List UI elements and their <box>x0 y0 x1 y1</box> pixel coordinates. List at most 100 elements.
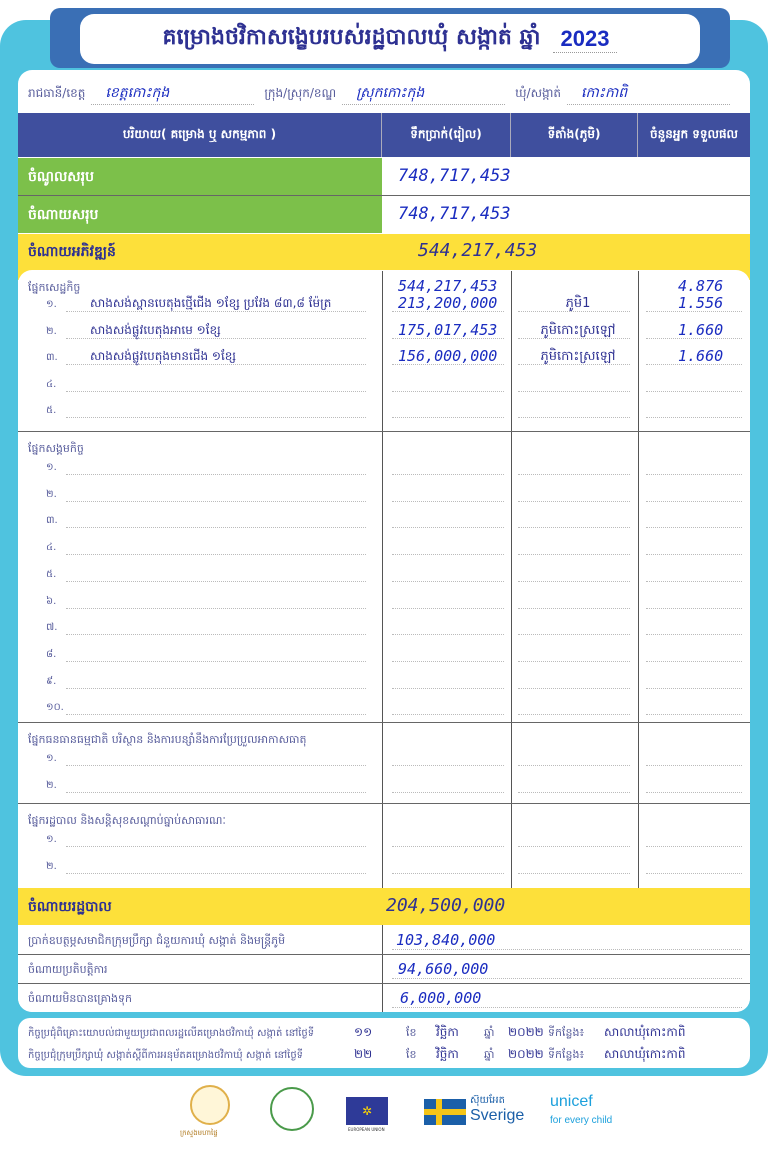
dotted-line <box>392 978 742 979</box>
row-divider <box>18 983 750 984</box>
income-total: 748,717,453 <box>398 166 511 186</box>
row-index: ១. <box>46 299 57 310</box>
sweden-flag-icon <box>424 1099 466 1125</box>
project-beneficiaries: 1.556 <box>678 294 724 312</box>
row-index: ១០. <box>46 702 64 714</box>
row-index: ៩. <box>46 675 57 687</box>
dotted-line <box>392 417 504 418</box>
admin-label: ចំណាយរដ្ឋបាល <box>28 899 112 915</box>
expense-total: 748,717,453 <box>398 204 511 224</box>
project-description: សាងសង់ផ្លូវបេតុងមានជើង ១ខ្សែ <box>90 349 236 363</box>
dotted-line <box>392 872 504 874</box>
dotted-line <box>518 765 630 766</box>
meeting-month: វិច្ឆិកា <box>436 1047 459 1061</box>
sweden-kh-label: ស៊ុយអែត <box>470 1095 505 1106</box>
dotted-line <box>392 607 504 609</box>
row-index: ២. <box>46 860 57 872</box>
dotted-line <box>518 337 630 339</box>
admin-row-label: ចំណាយប្រតិបត្តិការ <box>28 963 108 976</box>
dotted-line <box>66 872 366 874</box>
dotted-line <box>392 765 504 766</box>
dotted-line <box>392 634 504 636</box>
dotted-line <box>66 527 366 529</box>
dotted-line <box>518 554 630 556</box>
dotted-line <box>646 872 742 874</box>
dotted-line <box>646 500 742 502</box>
unicef-logo: unicef <box>550 1093 593 1110</box>
dotted-line <box>518 872 630 874</box>
place-label: ទីកន្លែង៖ <box>548 1026 585 1039</box>
province-value: ខេត្តកោះកុង <box>91 83 255 105</box>
dotted-line <box>392 580 504 582</box>
dotted-line <box>392 474 504 475</box>
dotted-line <box>66 417 366 418</box>
dotted-line <box>646 417 742 418</box>
row-divider <box>18 954 750 955</box>
ministry-label: ក្រសួងមហាផ្ទៃ <box>180 1129 218 1137</box>
dotted-line <box>518 607 630 609</box>
dotted-line <box>392 714 504 716</box>
column-divider <box>511 271 512 431</box>
page-title: គម្រោងថវិកាសង្ខេបរបស់រដ្ឋបាលឃុំ សង្កាត់ … <box>80 14 700 64</box>
meeting-label: កិច្ចប្រជុំពិគ្រោះយោបល់ជាមួយប្រជាពលរដ្ឋល… <box>28 1028 315 1039</box>
dotted-line <box>646 390 742 392</box>
dotted-line <box>646 580 742 582</box>
dotted-line <box>518 364 630 365</box>
dotted-line <box>518 500 630 502</box>
meeting-year: ២០២២ <box>508 1047 544 1061</box>
section-amount: 544,217,453 <box>398 277 498 295</box>
dotted-line <box>646 474 742 475</box>
section-divider <box>18 803 750 804</box>
eu-label: EUROPEAN UNION <box>348 1127 385 1132</box>
row-index: ៤. <box>46 378 57 390</box>
column-divider <box>511 723 512 803</box>
section-beneficiaries: 4.876 <box>678 277 724 295</box>
dotted-line <box>518 390 630 392</box>
dotted-line <box>392 311 504 312</box>
section-title: ផ្នែកសេដ្ឋកិច្ច <box>28 281 81 294</box>
dotted-line <box>646 846 742 847</box>
meeting-day: ២២ <box>354 1047 373 1061</box>
project-description: សាងសង់ស្ពានបេតុងថ្មើជើង ១ខ្សែ ប្រវែង ៨៣,… <box>90 296 332 310</box>
row-index: ៦. <box>46 595 57 607</box>
dotted-line <box>392 500 504 502</box>
province-label: រាជធានី/ខេត្ត <box>28 86 86 100</box>
meetings-box: កិច្ចប្រជុំពិគ្រោះយោបល់ជាមួយប្រជាពលរដ្ឋល… <box>18 1018 750 1068</box>
month-label: ខែ <box>406 1048 417 1061</box>
row-index: ១. <box>46 834 57 845</box>
meeting-month: វិច្ឆិកា <box>436 1025 459 1039</box>
column-divider <box>638 432 639 722</box>
dotted-line <box>646 337 742 339</box>
expense-label: ចំណាយសរុប <box>28 207 99 223</box>
column-divider <box>638 804 639 888</box>
year-label: ឆ្នាំ <box>484 1026 495 1039</box>
header-beneficiaries: ចំនួនអ្នក ទទួលផល <box>650 127 738 141</box>
dotted-line <box>646 527 742 529</box>
year-label: ឆ្នាំ <box>484 1048 495 1061</box>
dotted-line <box>518 846 630 847</box>
dotted-line <box>66 580 366 582</box>
column-divider <box>638 723 639 803</box>
dotted-line <box>518 791 630 793</box>
dotted-line <box>66 791 366 793</box>
meeting-day: ១១ <box>354 1025 373 1039</box>
project-description: សាងសង់ផ្លូវបេតុងអាមេ ១ខ្សែ <box>90 322 221 337</box>
project-beneficiaries: 1.660 <box>678 320 724 339</box>
row-index: ២. <box>46 488 57 500</box>
place-label: ទីកន្លែង៖ <box>548 1048 585 1061</box>
row-index: ៣. <box>46 352 58 363</box>
column-divider <box>638 271 639 431</box>
header-amount: ទឹកប្រាក់(រៀល) <box>382 113 511 157</box>
row-index: ៥. <box>46 568 57 580</box>
row-index: ២. <box>46 325 57 337</box>
project-amount: 213,200,000 <box>398 294 498 312</box>
project-beneficiaries: 1.660 <box>678 347 724 365</box>
row-index: ៣. <box>46 515 58 527</box>
admin-row-label: ចំណាយមិនបានគ្រោងទុក <box>28 992 132 1005</box>
title-year: 2023 <box>552 26 618 53</box>
dotted-line <box>66 311 366 312</box>
admin-row-amount: 103,840,000 <box>396 931 496 949</box>
section-title: ផ្នែកធនធានធម្មជាតិ បរិស្ថាន និងការបន្សាំ… <box>28 733 307 746</box>
admin-row <box>18 888 750 925</box>
dotted-line <box>646 554 742 556</box>
